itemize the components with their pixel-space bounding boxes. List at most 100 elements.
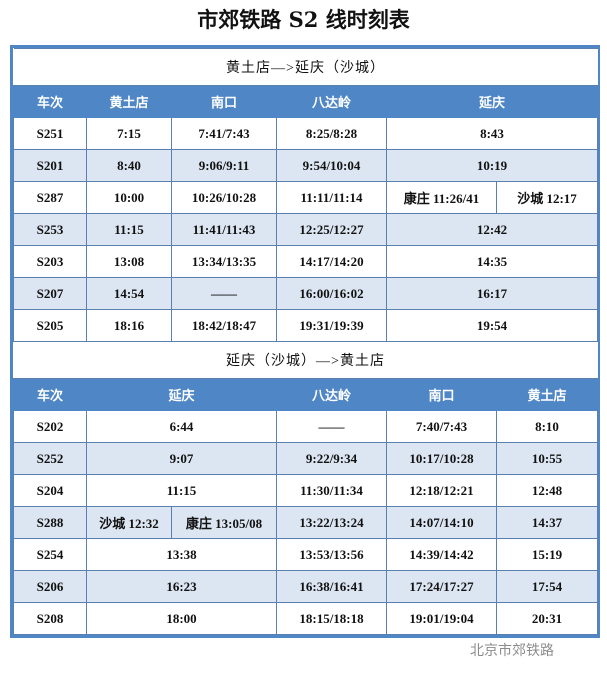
train-number: S204 [13, 474, 87, 507]
timetable: 黄土店—>延庆（沙城） 车次 黄土店 南口 八达岭 延庆 S251 7:15 7:41/7:43… [10, 45, 600, 638]
time-cell: 19:01/19:04 [386, 602, 497, 635]
time-cell: 13:34/13:35 [171, 245, 277, 278]
time-cell: 13:38 [86, 538, 277, 571]
time-cell: 康庄 13:05/08 [171, 506, 277, 539]
timetable-table: 黄土店—>延庆（沙城） 车次 黄土店 南口 八达岭 延庆 S251 7:15 7:41/7:43… [13, 48, 598, 635]
time-cell: 康庄 11:26/41 [386, 181, 497, 214]
time-cell: 8:40 [86, 149, 172, 182]
time-cell: 14:54 [86, 277, 172, 310]
train-number: S208 [13, 602, 87, 635]
watermark: 北京市郊铁路 [470, 640, 554, 660]
time-cell: 10:19 [386, 149, 598, 182]
train-number: S253 [13, 213, 87, 246]
time-cell: 18:42/18:47 [171, 309, 277, 342]
time-cell: 19:54 [386, 309, 598, 342]
time-cell: 10:00 [86, 181, 172, 214]
train-number: S201 [13, 149, 87, 182]
time-cell: 6:44 [86, 410, 277, 443]
time-cell: 11:15 [86, 474, 277, 507]
table-row: S207 14:54 —— 16:00/16:02 16:17 [13, 277, 598, 310]
time-cell: —— [276, 410, 387, 443]
table-row: S288 沙城 12:32 康庄 13:05/08 13:22/13:24 14:07/… [13, 506, 598, 539]
train-number: S203 [13, 245, 87, 278]
table-row: S251 7:15 7:41/7:43 8:25/8:28 8:43 [13, 117, 598, 150]
time-cell: 19:31/19:39 [276, 309, 387, 342]
time-cell: 12:18/12:21 [386, 474, 497, 507]
train-number: S205 [13, 309, 87, 342]
page-title: 市郊铁路 S2 线时刻表 [197, 7, 410, 32]
column-header: 八达岭 [276, 85, 387, 118]
column-header: 黄土店 [496, 378, 598, 411]
time-cell: 14:07/14:10 [386, 506, 497, 539]
train-number: S251 [13, 117, 87, 150]
time-cell: 沙城 12:32 [86, 506, 172, 539]
time-cell: 15:19 [496, 538, 598, 571]
time-cell: 18:15/18:18 [276, 602, 387, 635]
table-row: S254 13:38 13:53/13:56 14:39/14:42 15:19 [13, 538, 598, 571]
time-cell: 16:00/16:02 [276, 277, 387, 310]
table-row: S205 18:16 18:42/18:47 19:31/19:39 19:54 [13, 309, 598, 342]
time-cell: 7:40/7:43 [386, 410, 497, 443]
table-row: S203 13:08 13:34/13:35 14:17/14:20 14:35 [13, 245, 598, 278]
table-row: S201 8:40 9:06/9:11 9:54/10:04 10:19 [13, 149, 598, 182]
header-row: 车次 延庆 八达岭 南口 黄土店 [13, 378, 598, 411]
column-header: 黄土店 [86, 85, 172, 118]
time-cell: 11:11/11:14 [276, 181, 387, 214]
section-heading-row: 黄土店—>延庆（沙城） [13, 48, 598, 86]
time-cell: 14:35 [386, 245, 598, 278]
time-cell: 9:06/9:11 [171, 149, 277, 182]
time-cell: 10:17/10:28 [386, 442, 497, 475]
table-row: S287 10:00 10:26/10:28 11:11/11:14 康庄 11:26/… [13, 181, 598, 214]
time-cell: 20:31 [496, 602, 598, 635]
time-cell: —— [171, 277, 277, 310]
column-header: 车次 [13, 378, 87, 411]
section-heading-row: 延庆（沙城）—>黄土店 [13, 341, 598, 379]
time-cell: 9:07 [86, 442, 277, 475]
table-row: S208 18:00 18:15/18:18 19:01/19:04 20:31 [13, 602, 598, 635]
time-cell: 12:25/12:27 [276, 213, 387, 246]
train-number: S288 [13, 506, 87, 539]
time-cell: 13:53/13:56 [276, 538, 387, 571]
time-cell: 8:25/8:28 [276, 117, 387, 150]
time-cell: 16:38/16:41 [276, 570, 387, 603]
time-cell: 12:48 [496, 474, 598, 507]
time-cell: 11:30/11:34 [276, 474, 387, 507]
column-header: 车次 [13, 85, 87, 118]
section-heading: 延庆（沙城）—>黄土店 [13, 341, 598, 379]
time-cell: 17:54 [496, 570, 598, 603]
train-number: S254 [13, 538, 87, 571]
train-number: S206 [13, 570, 87, 603]
time-cell: 16:17 [386, 277, 598, 310]
train-number: S202 [13, 410, 87, 443]
time-cell: 14:39/14:42 [386, 538, 497, 571]
time-cell: 14:37 [496, 506, 598, 539]
header-row: 车次 黄土店 南口 八达岭 延庆 [13, 85, 598, 118]
table-row: S253 11:15 11:41/11:43 12:25/12:27 12:42 [13, 213, 598, 246]
time-cell: 13:08 [86, 245, 172, 278]
time-cell: 18:00 [86, 602, 277, 635]
column-header: 延庆 [86, 378, 277, 411]
time-cell: 9:22/9:34 [276, 442, 387, 475]
time-cell: 17:24/17:27 [386, 570, 497, 603]
time-cell: 12:42 [386, 213, 598, 246]
time-cell: 16:23 [86, 570, 277, 603]
column-header: 南口 [171, 85, 277, 118]
time-cell: 10:55 [496, 442, 598, 475]
time-cell: 沙城 12:17 [496, 181, 598, 214]
train-number: S252 [13, 442, 87, 475]
column-header: 八达岭 [276, 378, 387, 411]
time-cell: 14:17/14:20 [276, 245, 387, 278]
time-cell: 11:15 [86, 213, 172, 246]
column-header: 延庆 [386, 85, 598, 118]
section-heading: 黄土店—>延庆（沙城） [13, 48, 598, 86]
time-cell: 9:54/10:04 [276, 149, 387, 182]
time-cell: 10:26/10:28 [171, 181, 277, 214]
time-cell: 11:41/11:43 [171, 213, 277, 246]
train-number: S207 [13, 277, 87, 310]
column-header: 南口 [386, 378, 497, 411]
time-cell: 13:22/13:24 [276, 506, 387, 539]
train-number: S287 [13, 181, 87, 214]
table-row: S252 9:07 9:22/9:34 10:17/10:28 10:55 [13, 442, 598, 475]
table-row: S206 16:23 16:38/16:41 17:24/17:27 17:54 [13, 570, 598, 603]
time-cell: 8:10 [496, 410, 598, 443]
